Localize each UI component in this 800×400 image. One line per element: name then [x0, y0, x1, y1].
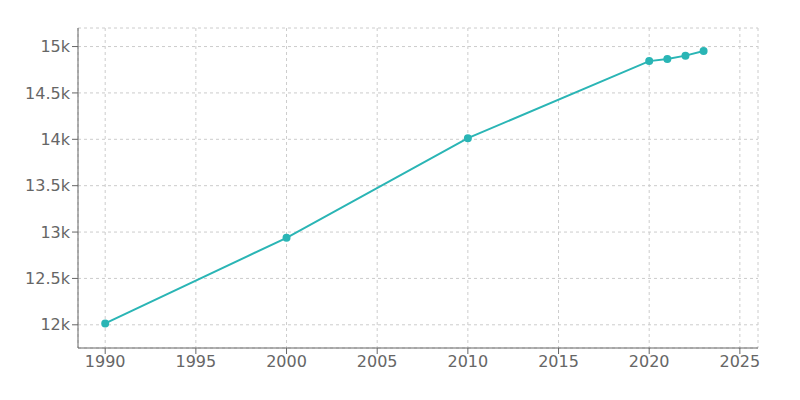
svg-text:13k: 13k — [40, 223, 70, 242]
svg-text:13.5k: 13.5k — [25, 176, 71, 195]
svg-text:2015: 2015 — [538, 352, 579, 371]
svg-text:2025: 2025 — [720, 352, 761, 371]
svg-text:1990: 1990 — [85, 352, 126, 371]
svg-text:2005: 2005 — [357, 352, 398, 371]
svg-text:12k: 12k — [40, 315, 70, 334]
svg-text:14k: 14k — [40, 130, 70, 149]
svg-text:2000: 2000 — [266, 352, 307, 371]
svg-text:14.5k: 14.5k — [25, 84, 71, 103]
svg-text:1995: 1995 — [176, 352, 217, 371]
svg-text:2010: 2010 — [448, 352, 489, 371]
svg-text:2020: 2020 — [629, 352, 670, 371]
svg-text:15k: 15k — [40, 37, 70, 56]
svg-text:12.5k: 12.5k — [25, 269, 71, 288]
